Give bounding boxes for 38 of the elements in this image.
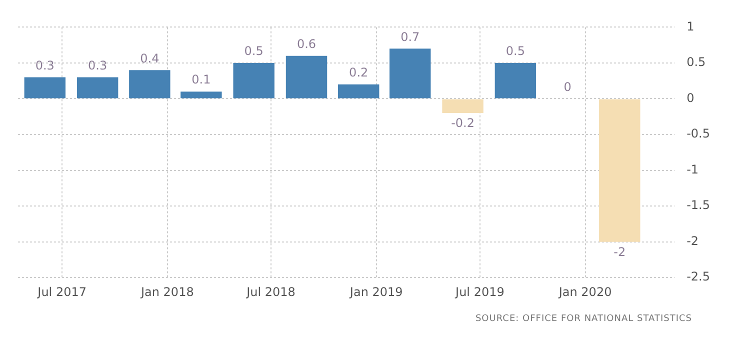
y-tick-label: -2.5 xyxy=(686,270,710,284)
bar xyxy=(129,70,170,98)
data-label: 0 xyxy=(564,80,572,94)
data-label: 0.5 xyxy=(244,44,264,58)
data-label: 0.4 xyxy=(140,51,160,66)
data-label: -2 xyxy=(614,244,626,259)
bar xyxy=(494,62,536,98)
x-tick-label: Jul 2018 xyxy=(246,284,296,299)
y-tick-label: -0.5 xyxy=(686,126,710,141)
bar xyxy=(286,56,328,98)
bar xyxy=(599,99,640,242)
x-tick-label: Jan 2018 xyxy=(140,284,194,299)
data-label: -0.2 xyxy=(451,116,474,130)
bar xyxy=(180,92,222,98)
data-label: 0.5 xyxy=(506,44,525,58)
data-label: 0.6 xyxy=(296,36,316,51)
x-tick-label: Jan 2019 xyxy=(348,284,403,299)
bar xyxy=(338,84,380,98)
x-tick-label: Jul 2017 xyxy=(36,284,86,299)
y-tick-label: -1.5 xyxy=(686,198,710,212)
data-label: 0.7 xyxy=(400,30,420,44)
bar xyxy=(76,77,118,98)
bar xyxy=(390,48,431,98)
bar xyxy=(233,62,274,98)
data-label: 0.2 xyxy=(349,66,368,80)
y-tick-label: -2 xyxy=(686,234,699,248)
y-tick-label: 1 xyxy=(686,19,694,34)
data-label: 0.3 xyxy=(35,58,54,72)
bar xyxy=(24,77,66,98)
y-tick-label: 0 xyxy=(686,90,694,105)
bar xyxy=(442,99,484,114)
source-note: SOURCE: OFFICE FOR NATIONAL STATISTICS xyxy=(474,314,693,324)
x-tick-label: Jan 2020 xyxy=(558,284,612,299)
x-tick-label: Jul 2019 xyxy=(454,284,504,299)
data-label: 0.1 xyxy=(192,72,211,87)
y-tick-label: 0.5 xyxy=(686,55,706,70)
data-label: 0.3 xyxy=(88,58,108,72)
y-tick-label: -1 xyxy=(686,162,699,176)
